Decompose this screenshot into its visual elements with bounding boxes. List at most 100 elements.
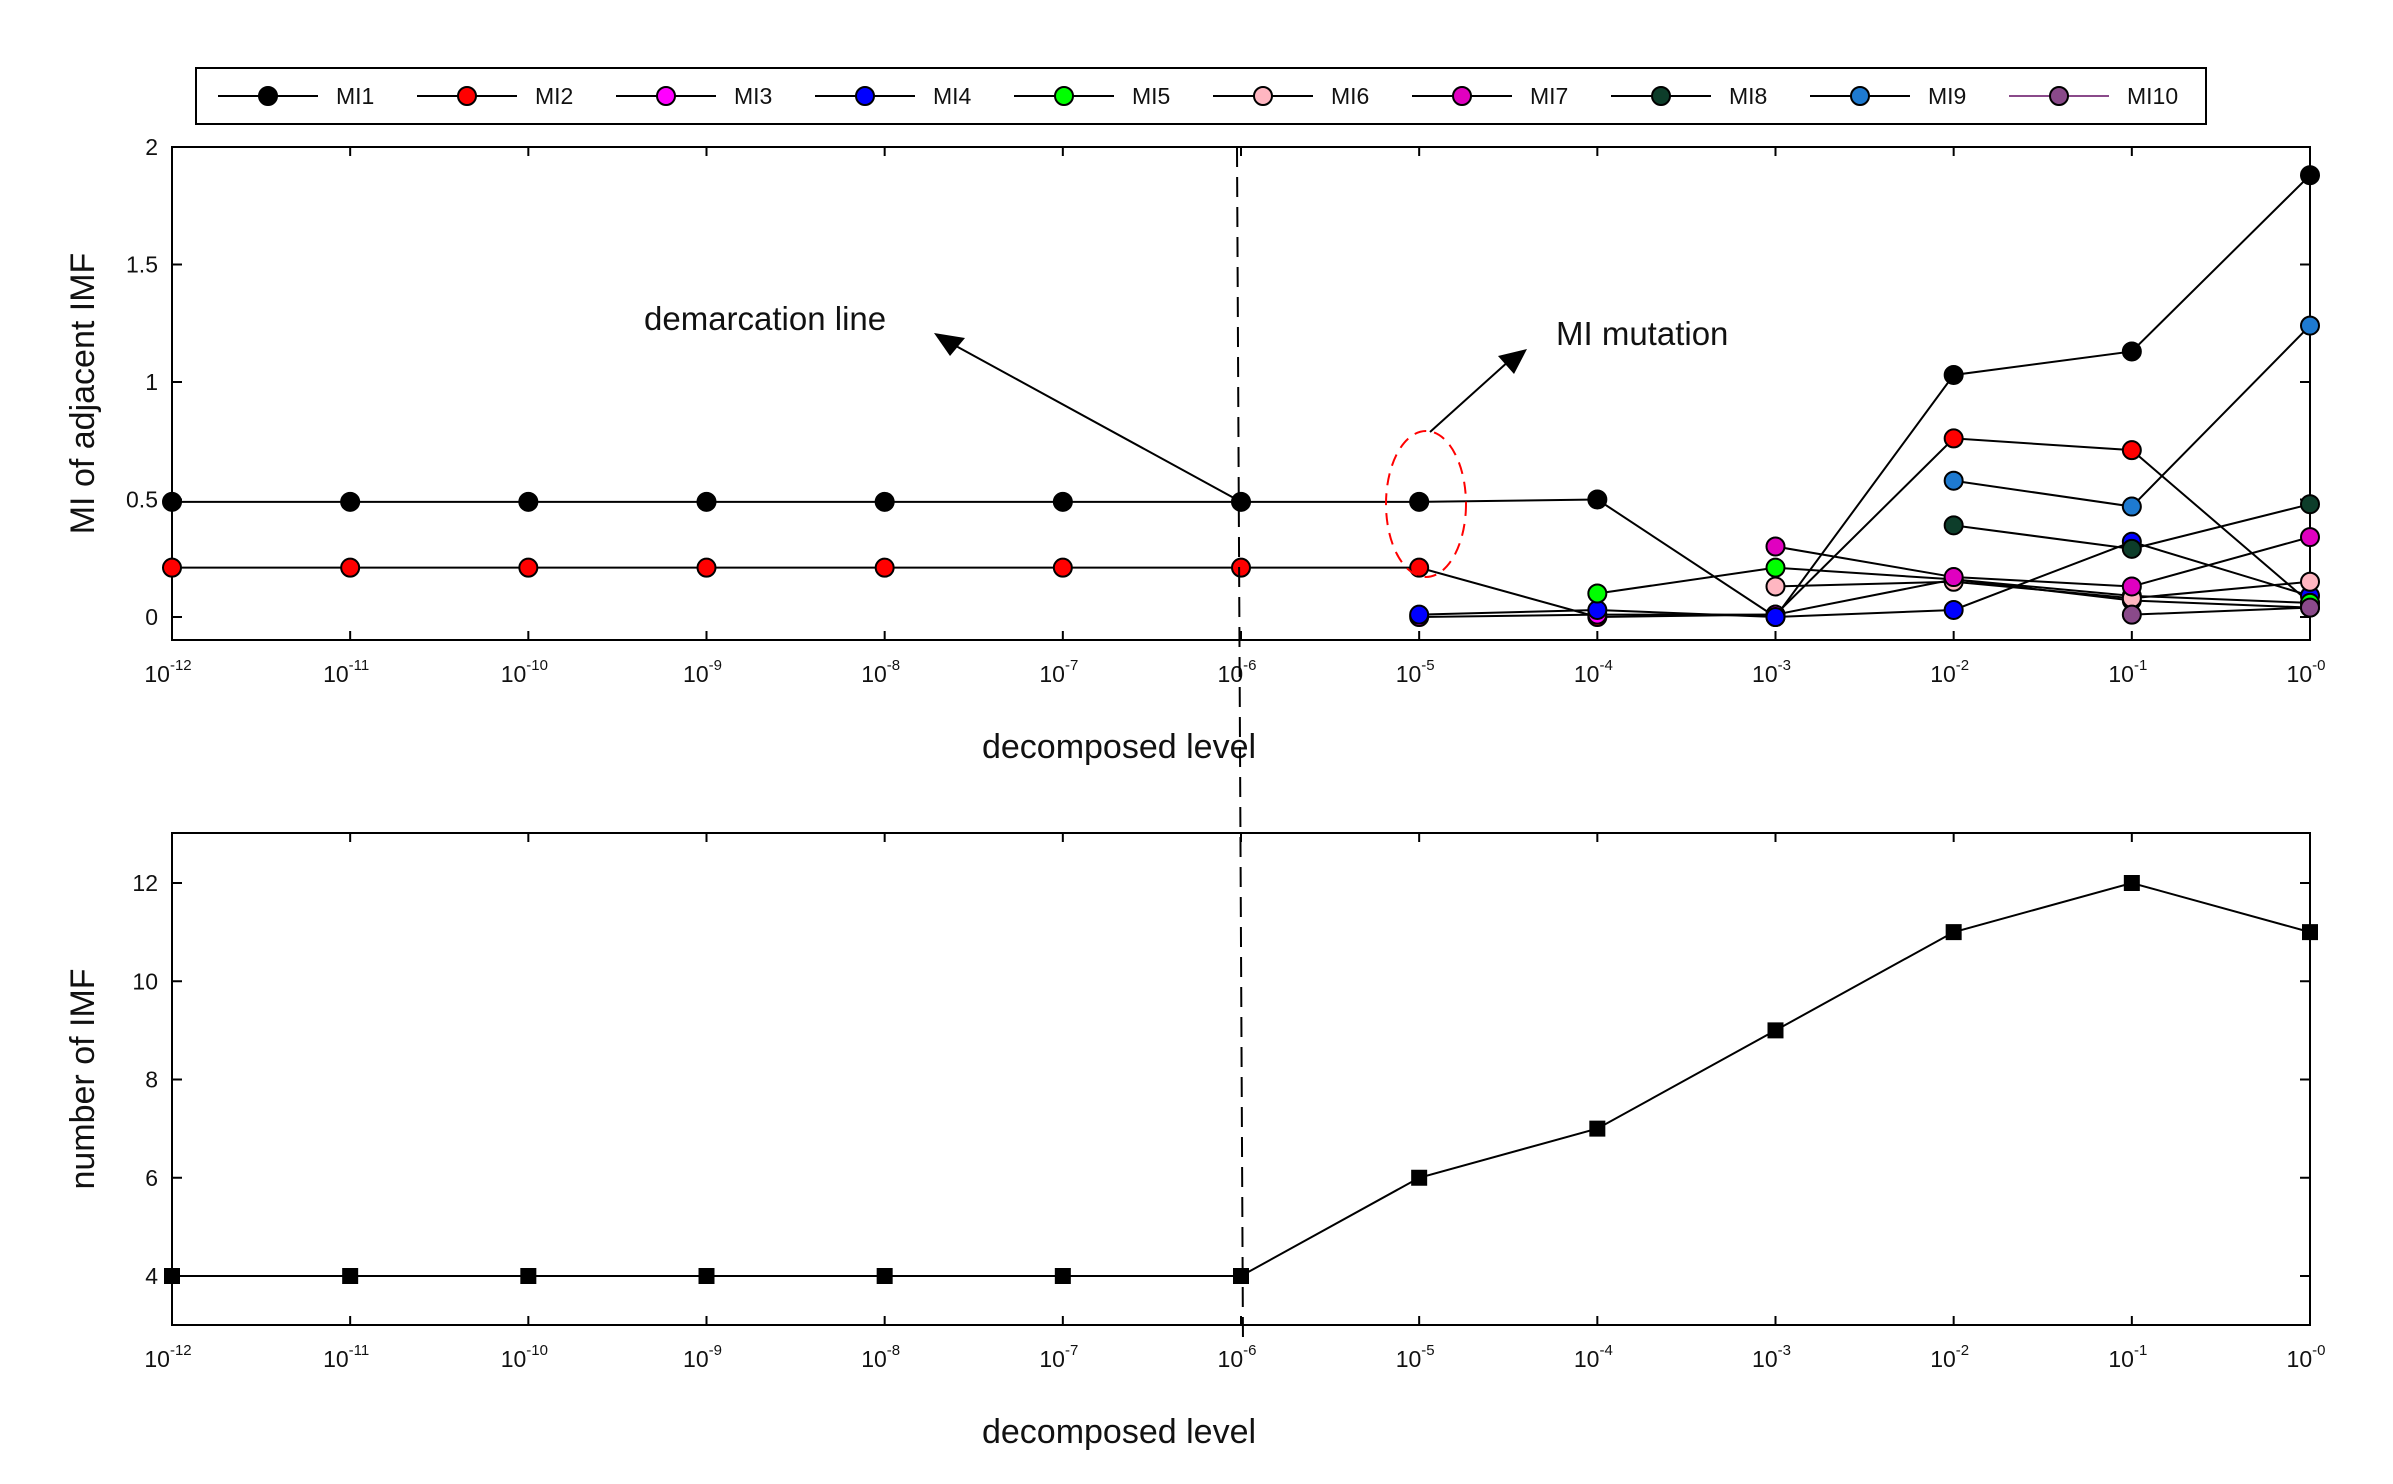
imf-count-point bbox=[698, 1268, 715, 1284]
mi7-point bbox=[1765, 536, 1786, 557]
imf-count-point bbox=[1589, 1120, 1606, 1137]
mi2-line bbox=[172, 437, 2311, 619]
imf-x-tick-label: 10-11 bbox=[323, 1342, 369, 1372]
mi1-point bbox=[696, 491, 717, 512]
mi8-legend-marker bbox=[1651, 86, 1671, 106]
mi4-legend-label: MI4 bbox=[933, 83, 972, 109]
mi-x-tick-label: 10-9 bbox=[683, 657, 722, 687]
mi-y-tick-label: 0.5 bbox=[126, 487, 158, 513]
imf-y-tick-label: 4 bbox=[145, 1263, 158, 1289]
mi-mutation-arrowhead bbox=[1498, 349, 1527, 374]
mi-x-tick-label: 10-6 bbox=[1218, 657, 1257, 687]
mi7-legend-marker bbox=[1452, 86, 1472, 106]
mi1-point bbox=[2121, 341, 2142, 362]
imf-x-tick-label: 10-9 bbox=[683, 1342, 722, 1372]
imf-count-point bbox=[1054, 1268, 1071, 1284]
mi-x-tick-label: 10-0 bbox=[2287, 657, 2326, 687]
mi9-legend-marker bbox=[1850, 86, 1870, 106]
imf-count-point bbox=[2123, 875, 2140, 891]
imf-count-point bbox=[1767, 1022, 1784, 1039]
demarcation-arrow-line bbox=[944, 339, 1242, 503]
mi-y-tick-label: 1 bbox=[145, 369, 158, 395]
mi7-point bbox=[1943, 567, 1964, 588]
mi1-point bbox=[1943, 364, 1964, 385]
mi6-point bbox=[2300, 571, 2320, 592]
mi3-legend-label: MI3 bbox=[734, 83, 772, 109]
mi2-point bbox=[1943, 428, 1964, 449]
mi6-point bbox=[1765, 576, 1786, 597]
mi1-legend-marker bbox=[258, 86, 278, 106]
annotations: demarcation line MI mutation bbox=[644, 146, 1728, 1346]
imf-x-tick-label: 10-1 bbox=[2108, 1342, 2147, 1372]
mi-x-tick-label: 10-5 bbox=[1396, 657, 1435, 687]
mi-mutation-arrow-line bbox=[1429, 359, 1511, 433]
imf-x-tick-label: 10-4 bbox=[1574, 1342, 1613, 1372]
mi2-legend-label: MI2 bbox=[535, 83, 573, 109]
imf-x-tick-label: 10-0 bbox=[2287, 1342, 2326, 1372]
mi4-point bbox=[1765, 607, 1786, 627]
mi-x-tick-label: 10-2 bbox=[1930, 657, 1969, 687]
imf-y-tick-label: 12 bbox=[132, 870, 158, 896]
mi7-point bbox=[2300, 527, 2320, 548]
imf-x-tick-label: 10-6 bbox=[1218, 1342, 1257, 1372]
mi3-line bbox=[1419, 578, 2311, 618]
imf-count-point bbox=[520, 1268, 537, 1284]
imf-count-point bbox=[2302, 924, 2318, 941]
mi2-legend-marker bbox=[457, 86, 477, 106]
imf-x-tick-label: 10-8 bbox=[861, 1342, 900, 1372]
mi8-legend-label: MI8 bbox=[1729, 83, 1767, 109]
mi2-point bbox=[162, 557, 182, 578]
mi9-point bbox=[2121, 496, 2142, 517]
mi1-point bbox=[518, 491, 539, 512]
mi6-legend-marker bbox=[1253, 86, 1273, 106]
imf-x-tick-label: 10-7 bbox=[1039, 1342, 1078, 1372]
imf-y-tick-label: 10 bbox=[132, 968, 158, 994]
mi-y-tick-label: 0 bbox=[145, 604, 158, 630]
mi1-point bbox=[1409, 491, 1430, 512]
mi-x-tick-label: 10-11 bbox=[323, 657, 369, 687]
mi9-point bbox=[2300, 315, 2320, 336]
mi8-point bbox=[2300, 494, 2320, 515]
imf-count-point bbox=[1945, 924, 1962, 941]
mi-y-tick-label: 1.5 bbox=[126, 252, 158, 278]
imf-count-point bbox=[342, 1268, 359, 1284]
mi2-point bbox=[874, 557, 895, 578]
mi4-point bbox=[1409, 604, 1430, 625]
mi4-line bbox=[1419, 540, 2311, 619]
imf-count-point bbox=[164, 1268, 180, 1284]
mi-x-tick-label: 10-7 bbox=[1039, 657, 1078, 687]
imf-x-tick-label: 10-5 bbox=[1396, 1342, 1435, 1372]
mi10-point bbox=[2300, 597, 2320, 618]
mi2-point bbox=[1409, 557, 1430, 578]
mi-x-axis-label: decomposed level bbox=[982, 728, 1256, 766]
imf-x-tick-label: 10-2 bbox=[1930, 1342, 1969, 1372]
mi-y-tick-label: 2 bbox=[145, 134, 158, 160]
legend: MI1 MI2 MI3 MI4 MI5 MI6 MI7 MI8 MI9 MI10 bbox=[195, 67, 2207, 125]
mi2-point bbox=[1052, 557, 1073, 578]
demarcation-line-label: demarcation line bbox=[644, 300, 886, 337]
mi6-legend-label: MI6 bbox=[1331, 83, 1369, 109]
mi4-point bbox=[1943, 599, 1964, 620]
mi1-point bbox=[1052, 491, 1073, 512]
mi10-point bbox=[2121, 604, 2142, 625]
mi9-legend-label: MI9 bbox=[1928, 83, 1966, 109]
mi6-line bbox=[1775, 580, 2311, 600]
mi-chart: 10-12 10-11 10-10 10-9 10-8 10-7 10-6 10-5 10-4 1… bbox=[64, 134, 2325, 766]
mi-mutation-ellipse bbox=[1385, 430, 1467, 578]
mi2-point bbox=[1231, 557, 1251, 578]
mi1-point bbox=[162, 491, 182, 512]
mi1-line bbox=[172, 174, 2311, 619]
imf-count-point bbox=[876, 1268, 893, 1284]
mi2-point bbox=[518, 557, 539, 578]
mi-x-tick-label: 10-12 bbox=[144, 657, 191, 687]
imf-count-point bbox=[1233, 1268, 1249, 1284]
mi-x-tick-label: 10-8 bbox=[861, 657, 900, 687]
mi1-point bbox=[874, 491, 895, 512]
mi-x-tick-label: 10-1 bbox=[2108, 657, 2147, 687]
demarcation-line bbox=[1236, 146, 1244, 1346]
imf-count-point bbox=[1411, 1169, 1428, 1186]
demarcation-arrowhead bbox=[934, 333, 965, 356]
imf-x-tick-label: 10-3 bbox=[1752, 1342, 1791, 1372]
imf-y-tick-label: 8 bbox=[145, 1067, 158, 1093]
mi5-legend-label: MI5 bbox=[1132, 83, 1170, 109]
